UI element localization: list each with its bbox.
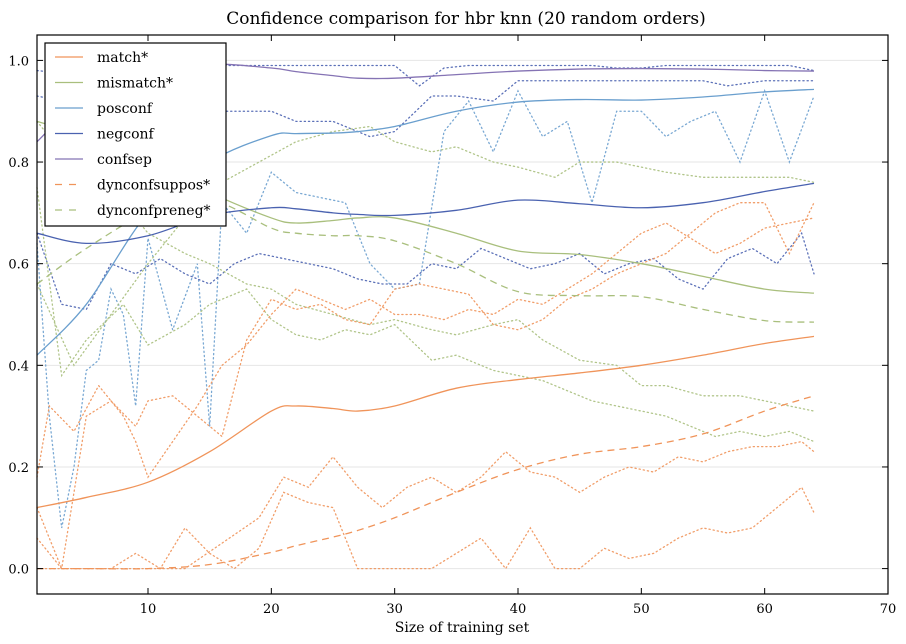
- legend-entry-label: confsep: [97, 152, 152, 168]
- legend-box: [44, 42, 227, 227]
- individual-order-line: [36, 80, 815, 138]
- x-tick-label: 50: [633, 602, 650, 617]
- legend-entry-label: dynconfpreneg*: [97, 203, 211, 219]
- individual-order-line: [36, 440, 815, 570]
- legend-entry-label: posconf: [97, 101, 154, 117]
- x-axis-label: Size of training set: [395, 620, 530, 636]
- individual-order-line: [36, 186, 815, 443]
- x-tick-label: 30: [386, 602, 403, 617]
- y-tick-label: 0.8: [8, 156, 29, 171]
- individual-order-line: [36, 202, 815, 571]
- y-axis: 0.0 0.2 0.4 0.6 0.8 1.0: [8, 54, 888, 578]
- y-tick-label: 0.4: [8, 359, 29, 374]
- individual-order-line: [36, 64, 815, 87]
- individual-order-line: [36, 231, 815, 311]
- legend-entry-label: negconf: [97, 127, 156, 143]
- individual-order-line: [36, 120, 815, 412]
- legend-entry-label: mismatch*: [97, 76, 173, 92]
- y-tick-label: 0.2: [8, 461, 29, 476]
- x-tick-label: 40: [510, 602, 527, 617]
- chart-title: Confidence comparison for hbr knn (20 ra…: [226, 9, 706, 29]
- legend-entry-label: dynconfsuppos*: [97, 178, 210, 194]
- legend-entry-label: match*: [97, 50, 148, 66]
- y-tick-label: 0.6: [8, 258, 29, 273]
- x-tick-label: 70: [880, 602, 897, 617]
- x-tick-label: 10: [140, 602, 157, 617]
- individual-order-line: [36, 217, 815, 479]
- legend: match* mismatch* posconf negconf confsep dync…: [44, 42, 227, 227]
- plot-frame: [36, 34, 889, 595]
- x-tick-label: 20: [263, 602, 280, 617]
- individual-order-line: [36, 88, 815, 529]
- series-line-match: [36, 335, 815, 509]
- individual-order-line: [36, 486, 815, 570]
- series-line-dynconfsuppos: [37, 395, 815, 570]
- x-tick-label: 60: [756, 602, 773, 617]
- individual-order-lines: [36, 64, 815, 571]
- y-tick-label: 1.0: [8, 54, 29, 69]
- y-tick-label: 0.0: [8, 563, 29, 578]
- x-axis: 10 20 30 40 50 60 70: [140, 35, 897, 617]
